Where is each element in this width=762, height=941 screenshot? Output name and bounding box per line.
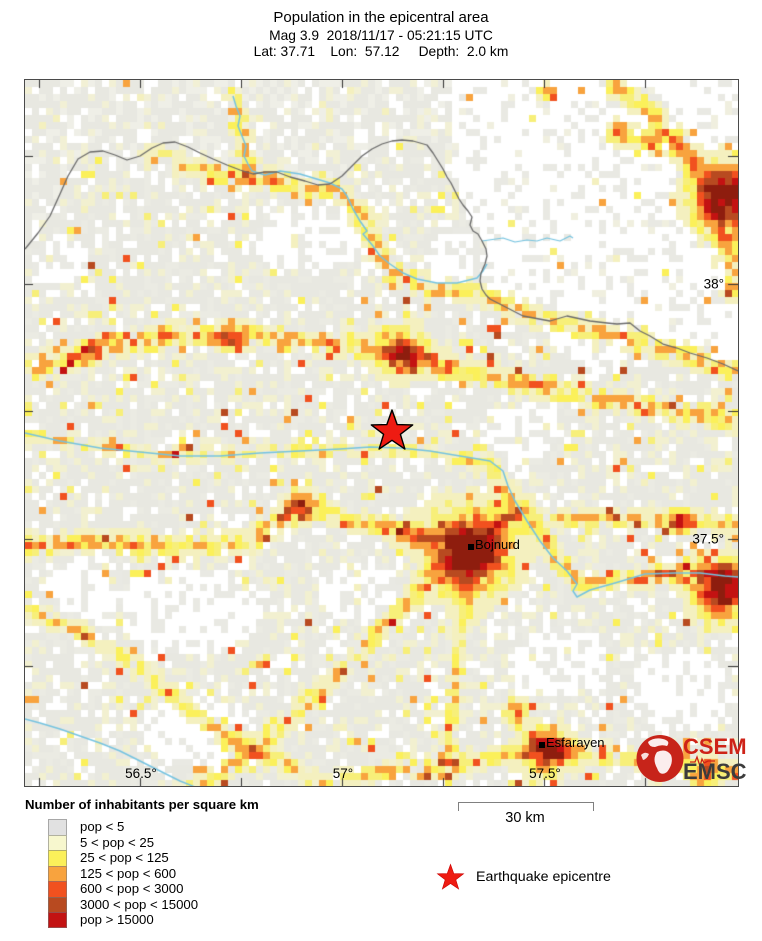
epicenter-star-icon [370, 409, 414, 450]
legend-swatch [48, 850, 67, 866]
legend-swatch [48, 819, 67, 835]
legend-swatch [48, 865, 67, 881]
logo-text-emsc: EMSC [683, 759, 747, 784]
epicenter-legend-star-icon [436, 863, 465, 890]
csem-emsc-logo: CSEM EMSC [636, 734, 747, 784]
lat-label-38: 38° [703, 276, 724, 292]
legend-label: 125 < pop < 600 [80, 865, 177, 881]
scale-bar-label: 30 km [505, 810, 545, 826]
lon-label-56-5: 56.5° [125, 766, 157, 781]
population-map: 38° 37.5° 56.5° 57° 57.5° Bojnurd Esfara… [24, 79, 747, 787]
legend-row: 5 < pop < 25 [48, 834, 259, 850]
city-square-marker [468, 544, 474, 550]
legend-label: 25 < pop < 125 [80, 850, 169, 865]
lon-label-57-5: 57.5° [529, 766, 561, 781]
logo-text-csem: CSEM [683, 734, 747, 759]
city-label: Bojnurd [475, 537, 520, 552]
page-title: Population in the epicentral area [273, 9, 489, 26]
legend-label: 600 < pop < 3000 [80, 881, 184, 896]
title-block: Population in the epicentral area Mag 3.… [0, 9, 762, 59]
legend-swatch [48, 881, 67, 897]
legend-row: 600 < pop < 3000 [48, 881, 259, 897]
event-magnitude-datetime: Mag 3.9 2018/11/17 - 05:21:15 UTC [269, 28, 493, 43]
legend-label: pop > 15000 [80, 912, 154, 927]
csem-globe-icon [636, 735, 684, 782]
legend-row: pop > 15000 [48, 912, 259, 928]
legend-row: 125 < pop < 600 [48, 865, 259, 881]
legend-row: 25 < pop < 125 [48, 850, 259, 866]
population-legend: Number of inhabitants per square km pop … [25, 797, 259, 928]
lon-label-57: 57° [332, 766, 354, 781]
legend-row: pop < 5 [48, 819, 259, 835]
legend-swatch [48, 834, 67, 850]
city-square-marker [539, 742, 545, 748]
lat-label-37-5: 37.5° [692, 531, 724, 547]
legend-swatch [48, 896, 67, 912]
legend-label: pop < 5 [80, 819, 125, 834]
legend-row: 3000 < pop < 15000 [48, 896, 259, 912]
legend-label: 5 < pop < 25 [80, 834, 155, 850]
legend-label: 3000 < pop < 15000 [80, 896, 199, 912]
scale-bar [458, 802, 594, 811]
legend-swatch [48, 912, 67, 928]
city-label: Esfarayen [546, 735, 605, 750]
legend-title: Number of inhabitants per square km [25, 797, 259, 812]
logo-seismogram-icon [690, 755, 715, 769]
epicenter-legend-label: Earthquake epicentre [476, 869, 611, 885]
event-coordinates: Lat: 37.71 Lon: 57.12 Depth: 2.0 km [253, 44, 509, 59]
